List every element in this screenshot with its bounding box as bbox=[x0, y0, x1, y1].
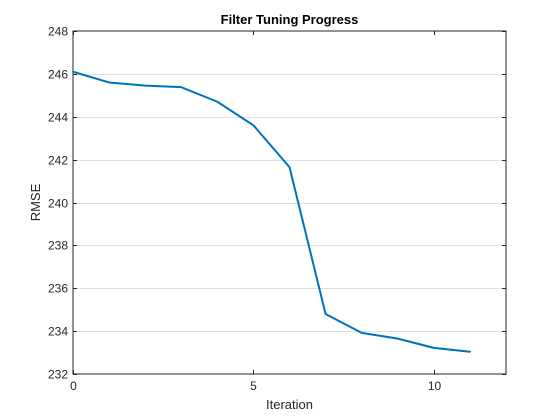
y-tick-label: 236 bbox=[48, 282, 68, 296]
x-tick-label: 10 bbox=[428, 379, 442, 393]
y-tick-label: 232 bbox=[48, 368, 68, 382]
x-tick-label: 5 bbox=[250, 379, 257, 393]
y-tick-label: 242 bbox=[48, 154, 68, 168]
y-tick-label: 248 bbox=[48, 25, 68, 39]
chart-title: Filter Tuning Progress bbox=[221, 12, 359, 27]
y-tick-label: 240 bbox=[48, 197, 68, 211]
y-tick-label: 244 bbox=[48, 111, 68, 125]
plot-area bbox=[72, 30, 507, 375]
series-line bbox=[72, 70, 471, 353]
x-tick-label: 0 bbox=[70, 379, 77, 393]
series-layer bbox=[72, 70, 471, 353]
y-tick-label: 246 bbox=[48, 68, 68, 82]
x-axis-label: Iteration bbox=[266, 397, 313, 412]
y-tick-label: 234 bbox=[48, 325, 68, 339]
axis-ticks: 232 234 236 238 240 242 244 246 248 0 5 10 bbox=[48, 25, 506, 393]
grid-lines bbox=[73, 74, 506, 332]
y-axis-label: RMSE bbox=[28, 183, 43, 221]
y-tick-label: 238 bbox=[48, 239, 68, 253]
